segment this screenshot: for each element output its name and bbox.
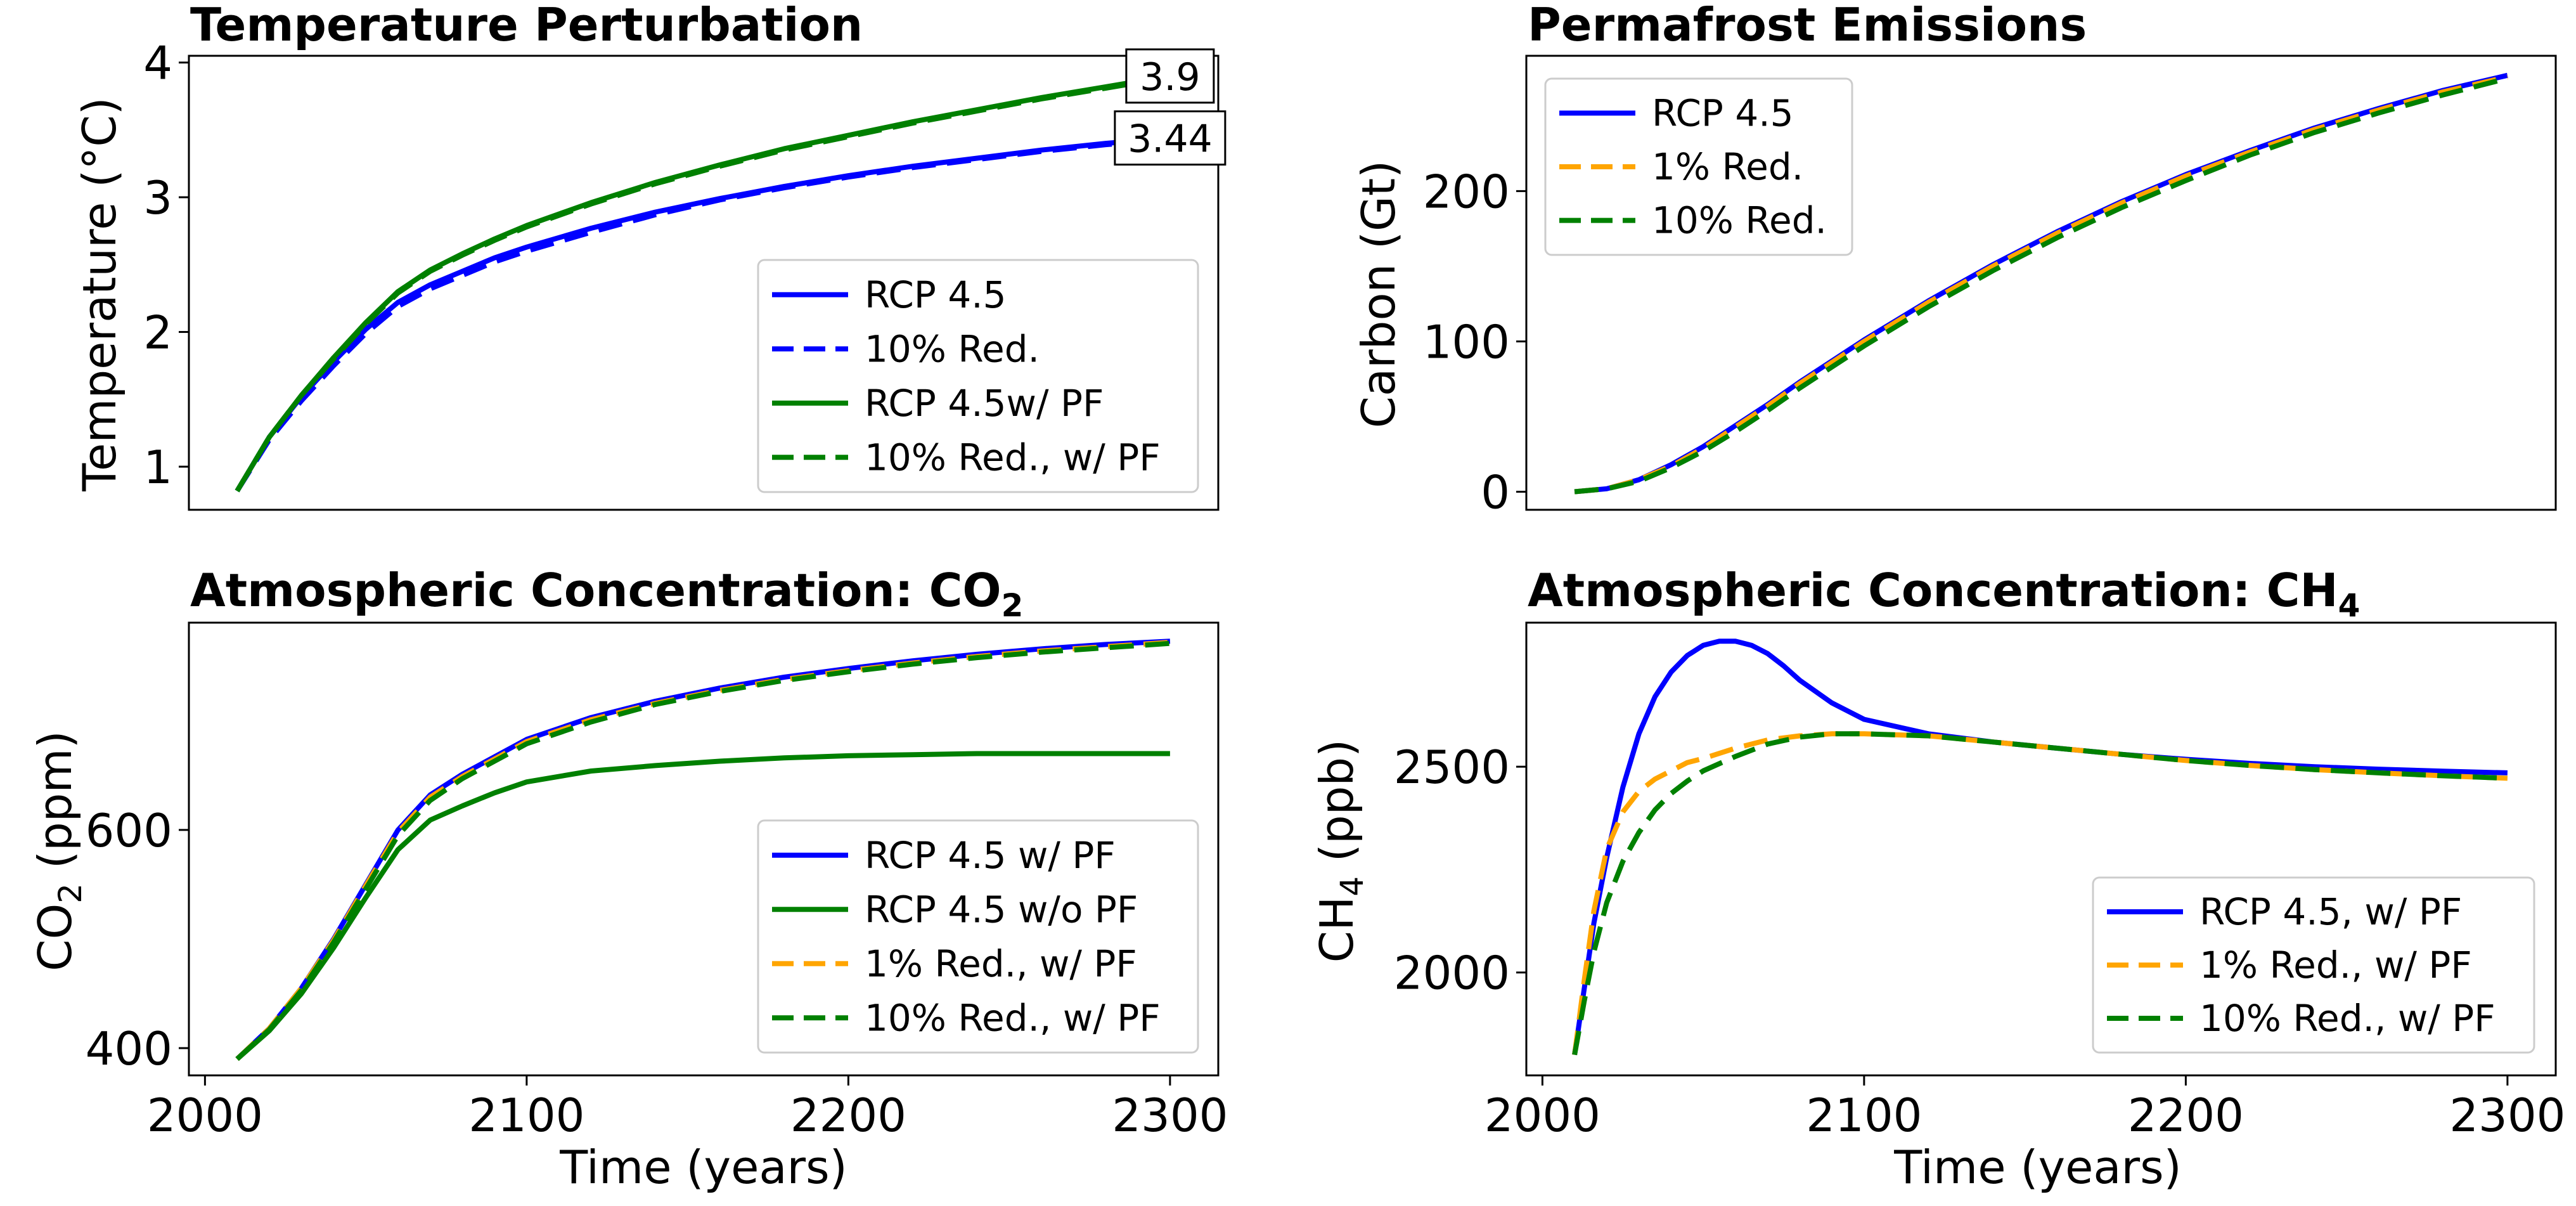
annotation-box-temperature-0 (1125, 48, 1215, 104)
legend-frame-co2 (757, 819, 1199, 1054)
series-group-permafrost (1574, 72, 2508, 495)
y-tick-label-permafrost-200: 200 (1423, 165, 1510, 218)
legend-label-temperature-0: RCP 4.5 (865, 273, 1007, 316)
x-tick-label-co2-2200: 2200 (790, 1089, 906, 1142)
x-tick-label-co2-2100: 2100 (468, 1089, 584, 1142)
y-tick-label-temperature-2: 2 (143, 306, 172, 360)
x-tick-label-ch4-2100: 2100 (1806, 1089, 1922, 1142)
panel-co2-ylabel-tail: (ppm) (29, 730, 82, 883)
plot-permafrost: 0 100 200 RCP 4.5 1% Red. 10% Red. (1423, 55, 2557, 519)
legend-frame-temperature (757, 259, 1199, 493)
series-line-co2-10-red-w-pf-3 (235, 640, 1171, 1061)
y-tick-label-permafrost-0: 0 (1481, 466, 1510, 519)
panel-co2-ylabel-sub: 2 (52, 883, 89, 904)
legend-label-temperature-2: RCP 4.5w/ PF (865, 382, 1104, 425)
panel-ch4-ylabel-tail: (ppb) (1310, 739, 1363, 876)
panel-ch4-ylabel-main: CH (1310, 897, 1363, 963)
series-group-co2 (235, 639, 1171, 1061)
panel-co2-ylabel: CO2 (ppm) (29, 730, 89, 971)
series-line-ch4-10-red-w-pf-2 (1572, 731, 2508, 1056)
panel-ch4-xlabel: Time (years) (1893, 1141, 2181, 1194)
legend-temperature: RCP 4.5 10% Red. RCP 4.5w/ PF 10% Red., w/ … (757, 259, 1199, 493)
panel-temperature: Temperature Perturbation Temperature (°C… (73, 0, 863, 492)
panel-ch4-title-main: Atmospheric Concentration: CH (1528, 564, 2338, 617)
panel-co2-title-main: Atmospheric Concentration: CO (190, 564, 1001, 617)
x-tick-label-ch4-2300: 2300 (2449, 1089, 2565, 1142)
annotation-label-temperature-1: 3.44 (1128, 117, 1213, 162)
legend-frame-permafrost (1544, 77, 1853, 256)
legend-label-co2-1: RCP 4.5 w/o PF (865, 888, 1138, 931)
axes-frame-co2 (188, 621, 1220, 1077)
plot-temperature: 1 2 3 4 3.9 3.44 RCP 4.5 10% Red. RCP 4.5w/ PF 10… (143, 37, 1227, 511)
y-tick-label-permafrost-100: 100 (1423, 315, 1510, 368)
panel-ch4-title-sub: 4 (2338, 587, 2360, 624)
x-tick-label-co2-2000: 2000 (147, 1089, 263, 1142)
y-tick-label-co2-400: 400 (86, 1022, 172, 1075)
y-tick-label-temperature-1: 1 (143, 441, 172, 494)
legend-label-permafrost-2: 10% Red. (1652, 199, 1827, 242)
y-tick-label-ch4-2000: 2000 (1394, 947, 1510, 1000)
series-line-temperature-10-red-w-pf-3 (235, 75, 1171, 493)
legend-label-ch4-0: RCP 4.5, w/ PF (2199, 890, 2462, 933)
panel-co2-xlabel: Time (years) (559, 1141, 847, 1194)
panel-permafrost-title: Permafrost Emissions (1528, 0, 2087, 51)
legend-label-temperature-1: 10% Red. (865, 327, 1040, 370)
x-tick-label-co2-2300: 2300 (1112, 1089, 1228, 1142)
x-tick-label-ch4-2000: 2000 (1484, 1089, 1600, 1142)
panel-temperature-ylabel: Temperature (°C) (73, 97, 126, 491)
legend-ch4: RCP 4.5, w/ PF 1% Red., w/ PF 10% Red., w/… (2092, 876, 2535, 1054)
legend-permafrost: RCP 4.5 1% Red. 10% Red. (1544, 77, 1853, 256)
y-tick-label-temperature-3: 3 (143, 171, 172, 224)
annotation-label-temperature-0: 3.9 (1140, 55, 1200, 100)
panel-co2-title-sub: 2 (1001, 587, 1024, 624)
legend-label-co2-3: 10% Red., w/ PF (865, 996, 1161, 1039)
y-tick-label-temperature-4: 4 (143, 37, 172, 90)
legend-frame-ch4 (2092, 876, 2535, 1054)
series-group-temperature (235, 73, 1171, 493)
plot-ch4: 2000 2500 2000 2100 2200 2300 RCP 4.5, w/ PF 1%… (1394, 621, 2565, 1142)
y-tick-label-ch4-2500: 2500 (1394, 741, 1510, 794)
panel-co2-title: Atmospheric Concentration: CO2 (190, 564, 1023, 624)
annotation-box-temperature-1 (1114, 110, 1227, 166)
legend-label-ch4-1: 1% Red., w/ PF (2199, 943, 2472, 987)
series-group-ch4 (1572, 639, 2508, 1056)
axes-frame-permafrost (1525, 55, 2557, 511)
series-line-ch4-1-red-w-pf-1 (1572, 731, 2508, 1056)
series-line-permafrost-10-red-2 (1574, 75, 2508, 495)
legend-label-co2-0: RCP 4.5 w/ PF (865, 834, 1116, 877)
legend-co2: RCP 4.5 w/ PF RCP 4.5 w/o PF 1% Red., w/ P… (757, 819, 1199, 1054)
panel-ch4-ylabel-sub: 4 (1334, 876, 1370, 897)
panel-permafrost: Permafrost Emissions Carbon (Gt) (1352, 0, 2087, 428)
axes-frame-temperature (188, 55, 1220, 511)
panel-ch4-ylabel: CH4 (ppb) (1310, 739, 1370, 963)
panel-ch4: Atmospheric Concentration: CH4 CH4 (ppb)… (1310, 564, 2360, 1194)
series-line-temperature-10-red-1 (235, 136, 1171, 493)
panel-co2-ylabel-main: CO (29, 904, 82, 971)
legend-label-temperature-3: 10% Red., w/ PF (865, 436, 1161, 479)
legend-label-co2-2: 1% Red., w/ PF (865, 942, 1137, 985)
legend-label-ch4-2: 10% Red., w/ PF (2199, 997, 2496, 1040)
y-tick-label-co2-600: 600 (86, 804, 172, 857)
legend-label-permafrost-1: 1% Red. (1652, 145, 1803, 188)
legend-label-permafrost-0: RCP 4.5 (1652, 91, 1794, 134)
panel-ch4-title: Atmospheric Concentration: CH4 (1528, 564, 2360, 624)
panel-permafrost-ylabel: Carbon (Gt) (1352, 160, 1405, 428)
plot-layer: 1 2 3 4 3.9 3.44 RCP 4.5 10% Red. RCP 4.5w/ PF 10… (86, 37, 2566, 1142)
panel-temperature-title: Temperature Perturbation (190, 0, 863, 51)
axes-frame-ch4 (1525, 621, 2557, 1077)
x-tick-label-ch4-2200: 2200 (2128, 1089, 2244, 1142)
series-line-co2-rcp-4-5-w-o-pf-1 (235, 751, 1170, 1061)
panel-co2: Atmospheric Concentration: CO2 CO2 (ppm)… (29, 564, 1023, 1194)
